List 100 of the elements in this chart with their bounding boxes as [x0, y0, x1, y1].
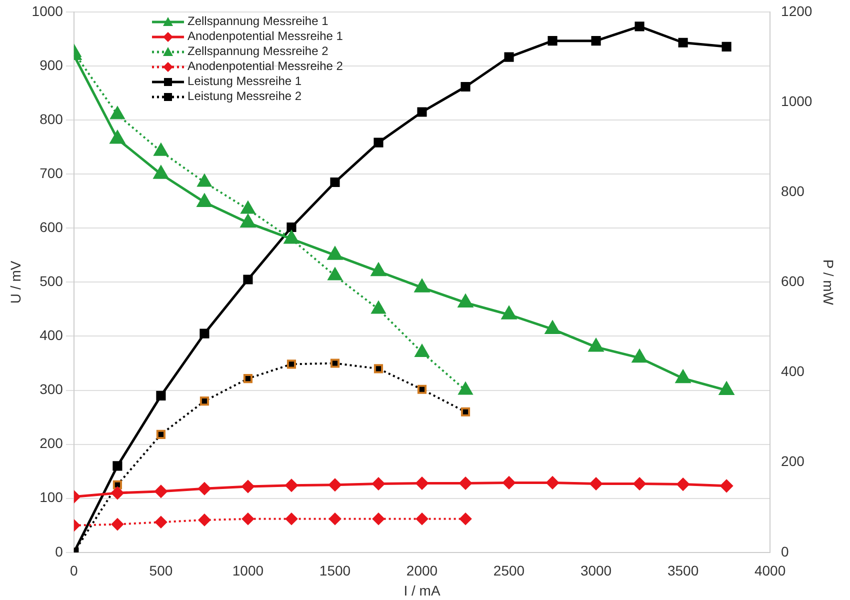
- legend-label: Leistung Messreihe 2: [188, 89, 302, 104]
- point: [633, 478, 646, 490]
- point: [328, 512, 341, 525]
- point: [372, 478, 385, 490]
- x-tick-label: 4000: [754, 562, 786, 579]
- point: [285, 479, 298, 492]
- point: [110, 106, 125, 120]
- point: [459, 476, 472, 490]
- x-tick-label: 500: [149, 562, 173, 579]
- y-tick-label: 300: [40, 381, 64, 398]
- point: [240, 201, 256, 214]
- y-tick-label: 700: [40, 164, 64, 181]
- point: [460, 512, 472, 525]
- y2-tick-label: 600: [781, 273, 805, 290]
- point: [198, 482, 211, 495]
- point: [112, 480, 122, 490]
- y2-tick-label: 1000: [781, 92, 812, 109]
- point: [678, 38, 688, 48]
- point: [414, 344, 430, 357]
- point: [414, 279, 430, 292]
- y2-tick-label: 200: [781, 453, 805, 470]
- point: [374, 364, 384, 374]
- point: [632, 350, 647, 363]
- y-tick-label: 600: [40, 219, 64, 236]
- y-tick-label: 500: [40, 273, 64, 290]
- point: [330, 358, 340, 368]
- y-tick-label: 800: [40, 110, 64, 127]
- legend-label: Leistung Messreihe 1: [188, 74, 302, 89]
- point: [156, 430, 166, 439]
- point: [504, 52, 514, 62]
- point: [591, 36, 601, 46]
- y2-tick-label: 800: [781, 182, 805, 199]
- x-tick-label: 2000: [406, 562, 438, 579]
- point: [285, 512, 298, 525]
- y2-tick-label: 0: [781, 543, 790, 560]
- point: [720, 480, 733, 492]
- y-tick-label: 900: [40, 56, 64, 73]
- point: [719, 382, 734, 396]
- point: [154, 485, 168, 498]
- point: [112, 461, 122, 471]
- point: [328, 246, 342, 260]
- point: [502, 476, 516, 489]
- x-tick-label: 3500: [667, 562, 699, 579]
- y2-axis-title: P / mW: [820, 259, 837, 306]
- x-tick-label: 1500: [319, 562, 351, 579]
- x-axis-title: I / mA: [404, 582, 441, 598]
- y2-tick-label: 1200: [781, 2, 812, 19]
- point: [154, 516, 167, 528]
- point: [460, 407, 470, 416]
- point: [722, 42, 732, 52]
- point: [197, 174, 212, 187]
- y2-tick-label: 400: [781, 363, 805, 380]
- point: [154, 166, 168, 179]
- y-tick-label: 200: [40, 435, 64, 452]
- legend-label: Anodenpotential Messreihe 1: [188, 29, 343, 44]
- point: [286, 360, 296, 369]
- point: [328, 478, 342, 492]
- point: [372, 512, 384, 525]
- point: [242, 480, 254, 493]
- point: [590, 478, 602, 490]
- legend-label: Zellspannung Messreihe 1: [188, 14, 328, 29]
- point: [243, 274, 253, 284]
- y-axis-title: U / mV: [7, 260, 24, 304]
- point: [286, 222, 296, 232]
- point: [374, 138, 384, 148]
- point: [458, 294, 473, 308]
- x-tick-label: 0: [70, 562, 78, 579]
- point: [110, 130, 125, 144]
- y-tick-label: 400: [40, 327, 64, 344]
- point: [588, 338, 604, 352]
- point: [200, 396, 209, 406]
- point: [460, 82, 470, 92]
- point: [458, 382, 473, 395]
- point: [240, 214, 256, 228]
- point: [416, 512, 428, 525]
- point: [243, 374, 253, 384]
- point: [548, 36, 558, 46]
- point: [111, 486, 124, 500]
- point: [330, 177, 340, 188]
- point: [200, 328, 210, 338]
- x-tick-label: 3000: [580, 562, 612, 579]
- point: [676, 478, 690, 491]
- point: [417, 384, 427, 394]
- point: [545, 320, 560, 334]
- point: [197, 194, 212, 207]
- point: [111, 518, 124, 530]
- point: [634, 22, 644, 32]
- point: [156, 390, 166, 400]
- x-tick-label: 2500: [493, 562, 525, 579]
- y-tick-label: 1000: [32, 2, 64, 19]
- point: [198, 514, 210, 526]
- point: [417, 107, 427, 117]
- point: [328, 268, 342, 280]
- point: [371, 301, 386, 314]
- legend-label: Zellspannung Messreihe 2: [188, 44, 328, 59]
- legend-label: Anodenpotential Messreihe 2: [188, 59, 343, 74]
- point: [502, 306, 516, 320]
- x-tick-label: 1000: [232, 562, 264, 579]
- point: [416, 476, 428, 490]
- y-tick-label: 100: [40, 489, 64, 506]
